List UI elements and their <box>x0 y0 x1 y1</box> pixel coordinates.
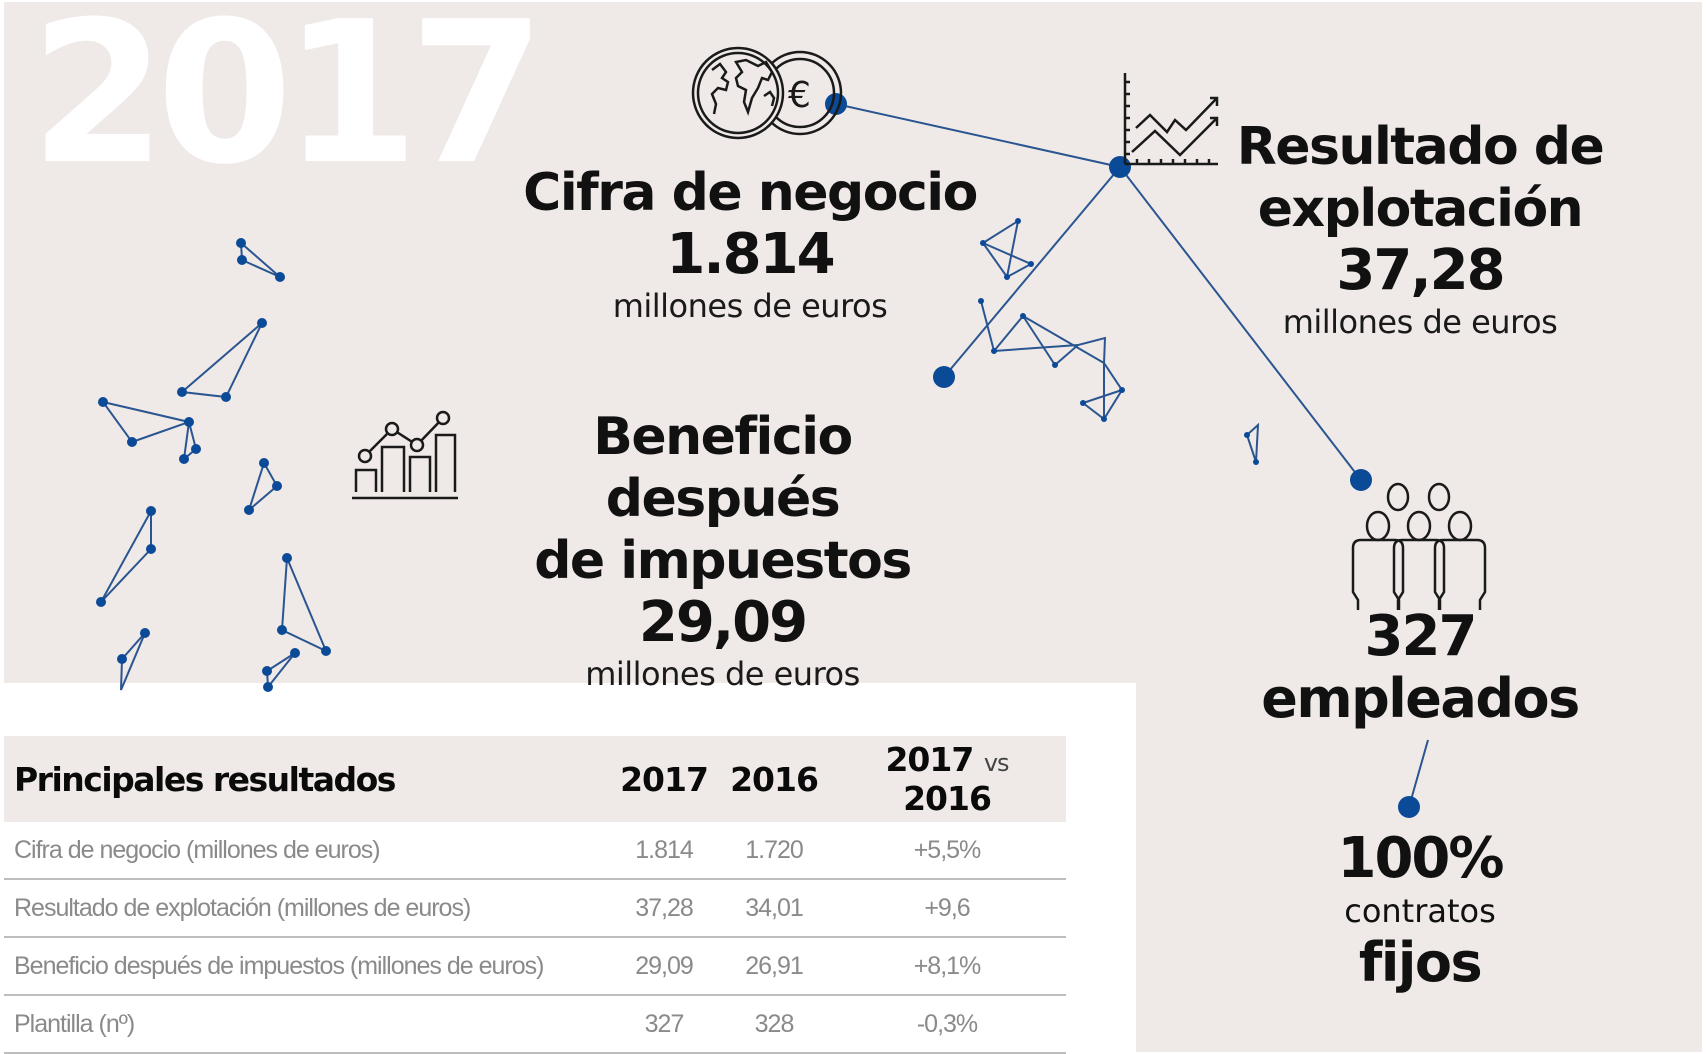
row-label: Plantilla (nº) <box>14 1010 135 1038</box>
table-row: Plantilla (nº) 327 328 -0,3% <box>4 996 1066 1054</box>
row-value-2016: 26,91 <box>745 952 804 980</box>
stat-operating-result: Resultado de explotación 37,28 millones … <box>1220 116 1620 342</box>
stat-turnover-value: 1.814 <box>666 222 835 287</box>
row-value-2017: 327 <box>644 1010 685 1038</box>
stat-net-profit-title-1: Beneficio después <box>593 407 853 529</box>
constellation-nodes <box>96 218 1259 692</box>
stat-employees: 327 empleados <box>1240 606 1600 730</box>
stat-contracts-label-2: fijos <box>1358 931 1483 994</box>
row-value-2016: 1.720 <box>745 836 804 864</box>
people-group-icon <box>1351 482 1487 610</box>
line-chart-icon <box>1123 73 1219 166</box>
stat-turnover-unit: millones de euros <box>612 287 888 325</box>
stat-operating-title-1: Resultado de <box>1236 117 1605 177</box>
table-row: Resultado de explotación (millones de eu… <box>4 880 1066 938</box>
stat-contracts-label-1: contratos <box>1344 892 1496 930</box>
stat-employees-label: empleados <box>1261 667 1580 730</box>
row-label: Beneficio después de impuestos (millones… <box>14 952 544 980</box>
stat-net-profit: Beneficio después de impuestos 29,09 mil… <box>470 406 975 694</box>
row-value-2016: 328 <box>754 1010 795 1038</box>
stat-operating-unit: millones de euros <box>1282 303 1558 341</box>
stat-operating-title-2: explotación <box>1257 179 1584 239</box>
column-change-a: 2017 <box>885 740 974 779</box>
row-change: +8,1% <box>913 952 982 980</box>
row-change: -0,3% <box>916 1010 978 1038</box>
row-value-2017: 29,09 <box>635 952 694 980</box>
stat-contracts-value: 100% <box>1337 826 1504 891</box>
row-value-2017: 37,28 <box>635 894 694 922</box>
year-watermark: 2017 <box>30 0 546 208</box>
column-change-b: 2016 <box>903 779 992 818</box>
stat-employees-value: 327 <box>1364 604 1478 669</box>
background-panel-right <box>1136 2 1702 1052</box>
row-value-2017: 1.814 <box>635 836 694 864</box>
column-change-vs: vs <box>983 749 1010 777</box>
stat-contracts: 100% contratos fijos <box>1240 828 1600 994</box>
globe-euro-coin-icon: € <box>691 46 843 140</box>
table-header: Principales resultados 2017 2016 2017 vs… <box>4 736 1066 822</box>
stat-turnover: Cifra de negocio 1.814 millones de euros <box>520 162 980 326</box>
row-label: Cifra de negocio (millones de euros) <box>14 836 381 864</box>
row-value-2016: 34,01 <box>745 894 804 922</box>
stat-net-profit-title-2: de impuestos <box>534 531 912 591</box>
table-title: Principales resultados <box>14 759 396 799</box>
results-table: Principales resultados 2017 2016 2017 vs… <box>4 736 1066 1054</box>
stat-net-profit-value: 29,09 <box>638 590 808 655</box>
stat-net-profit-unit: millones de euros <box>585 655 860 693</box>
bar-chart-icon <box>352 410 458 500</box>
column-change: 2017 vs 2016 <box>847 740 1047 818</box>
table-row: Cifra de negocio (millones de euros) 1.8… <box>4 822 1066 880</box>
column-2017: 2017 <box>620 759 709 799</box>
svg-text:€: € <box>788 75 811 116</box>
stat-turnover-title: Cifra de negocio <box>523 163 978 223</box>
row-change: +5,5% <box>913 836 982 864</box>
row-change: +9,6 <box>924 894 970 922</box>
row-label: Resultado de explotación (millones de eu… <box>14 894 471 922</box>
table-row: Beneficio después de impuestos (millones… <box>4 938 1066 996</box>
column-2016: 2016 <box>730 759 819 799</box>
stat-operating-value: 37,28 <box>1336 238 1505 303</box>
